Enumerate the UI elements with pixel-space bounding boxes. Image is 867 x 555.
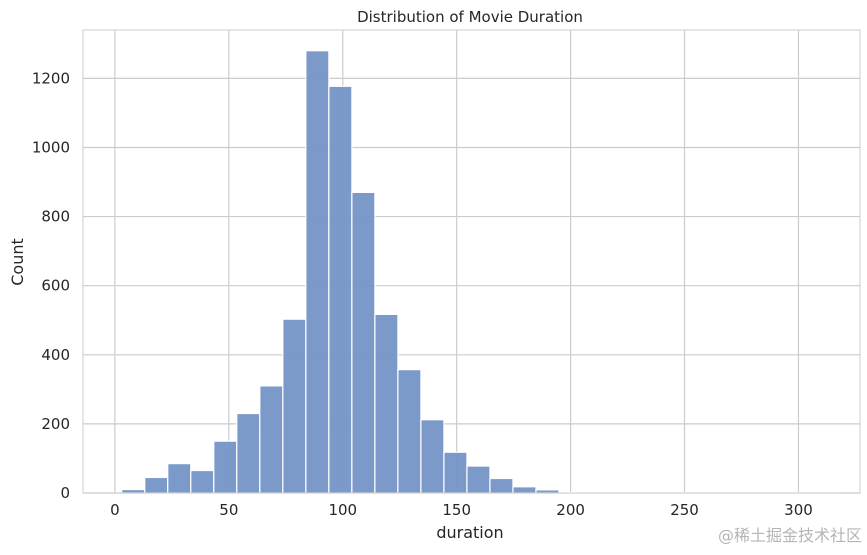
- x-tick-label: 250: [670, 501, 699, 519]
- histogram-bar: [352, 192, 375, 493]
- x-tick-labels: 0 50 100 150 200 250 300: [110, 501, 813, 519]
- histogram-bar: [398, 370, 421, 493]
- y-axis-label: Count: [8, 238, 27, 286]
- grid-lines: [83, 30, 860, 493]
- y-tick-label: 600: [41, 277, 70, 295]
- histogram-bar: [122, 490, 145, 493]
- y-tick-label: 800: [41, 208, 70, 226]
- y-tick-label: 400: [41, 346, 70, 364]
- histogram-bar: [191, 471, 214, 493]
- x-tick-label: 300: [784, 501, 813, 519]
- watermark: @稀土掘金技术社区: [718, 526, 862, 545]
- histogram-bar: [421, 420, 444, 493]
- x-axis-label: duration: [436, 523, 503, 542]
- histogram-bar: [260, 386, 283, 493]
- x-tick-label: 150: [442, 501, 471, 519]
- x-tick-label: 50: [219, 501, 238, 519]
- histogram-bar: [306, 51, 329, 493]
- y-tick-labels: 0 200 400 600 800 1000 1200: [32, 69, 70, 502]
- y-tick-label: 1200: [32, 69, 70, 87]
- histogram-bar: [329, 86, 352, 493]
- y-tick-label: 0: [60, 484, 70, 502]
- x-tick-label: 0: [110, 501, 120, 519]
- y-tick-label: 200: [41, 415, 70, 433]
- histogram-bar: [283, 319, 306, 493]
- histogram-bar: [214, 441, 237, 493]
- histogram-bar: [490, 478, 513, 493]
- histogram-bar: [444, 452, 467, 493]
- histogram-bar: [513, 487, 536, 493]
- chart-title: Distribution of Movie Duration: [357, 8, 583, 26]
- x-tick-label: 200: [556, 501, 585, 519]
- histogram-bar: [168, 464, 191, 493]
- y-tick-label: 1000: [32, 138, 70, 156]
- histogram-bar: [237, 414, 260, 493]
- x-tick-label: 100: [328, 501, 357, 519]
- histogram-bar: [467, 466, 490, 493]
- histogram-bar: [145, 477, 168, 493]
- histogram-bar: [375, 314, 398, 493]
